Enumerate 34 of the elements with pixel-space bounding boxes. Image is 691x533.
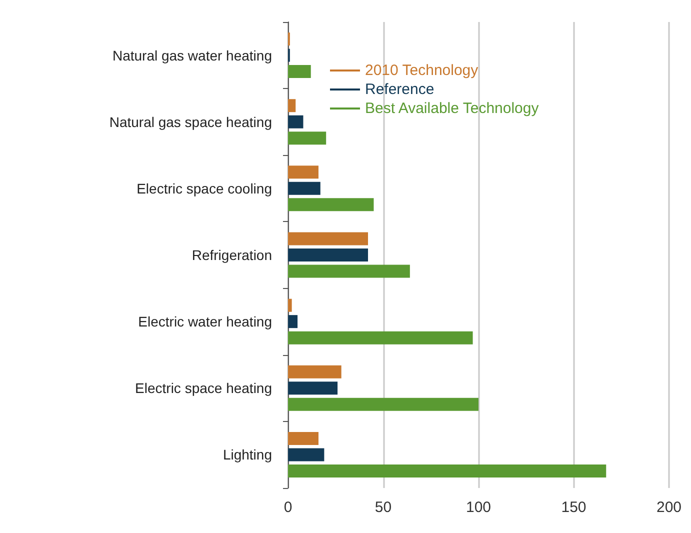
bar (288, 115, 304, 128)
x-tick-label: 200 (656, 499, 682, 516)
bar (288, 65, 311, 78)
legend-label: 2010 Technology (365, 62, 479, 79)
bar (288, 166, 318, 179)
bar (288, 264, 410, 278)
bar (288, 315, 298, 328)
x-tick-label: 0 (284, 499, 292, 516)
bar (288, 331, 473, 344)
bar (288, 432, 318, 445)
x-tick-label: 50 (374, 499, 392, 516)
bar (288, 132, 326, 145)
bar (288, 448, 324, 462)
bar (288, 198, 374, 212)
legend-label: Reference (365, 81, 434, 98)
legend-label: Best Available Technology (365, 100, 540, 117)
bar (288, 398, 478, 411)
y-tick-label: Electric water heating (138, 314, 272, 330)
y-tick-label: Electric space cooling (136, 180, 272, 196)
bar (288, 248, 368, 262)
bar (288, 298, 292, 312)
y-tick-label: Electric space heating (135, 380, 272, 396)
x-tick-label: 150 (561, 499, 586, 516)
bar (288, 464, 606, 478)
y-tick-label: Refrigeration (192, 247, 272, 263)
bar (288, 365, 342, 378)
bar (288, 382, 338, 395)
bar (288, 182, 320, 195)
bar (288, 99, 296, 112)
y-tick-label: Natural gas space heating (109, 114, 272, 130)
x-tick-label: 100 (466, 499, 492, 516)
y-tick-label: Lighting (222, 446, 272, 463)
y-tick-label: Natural gas water heating (112, 47, 272, 64)
bar (288, 232, 368, 246)
